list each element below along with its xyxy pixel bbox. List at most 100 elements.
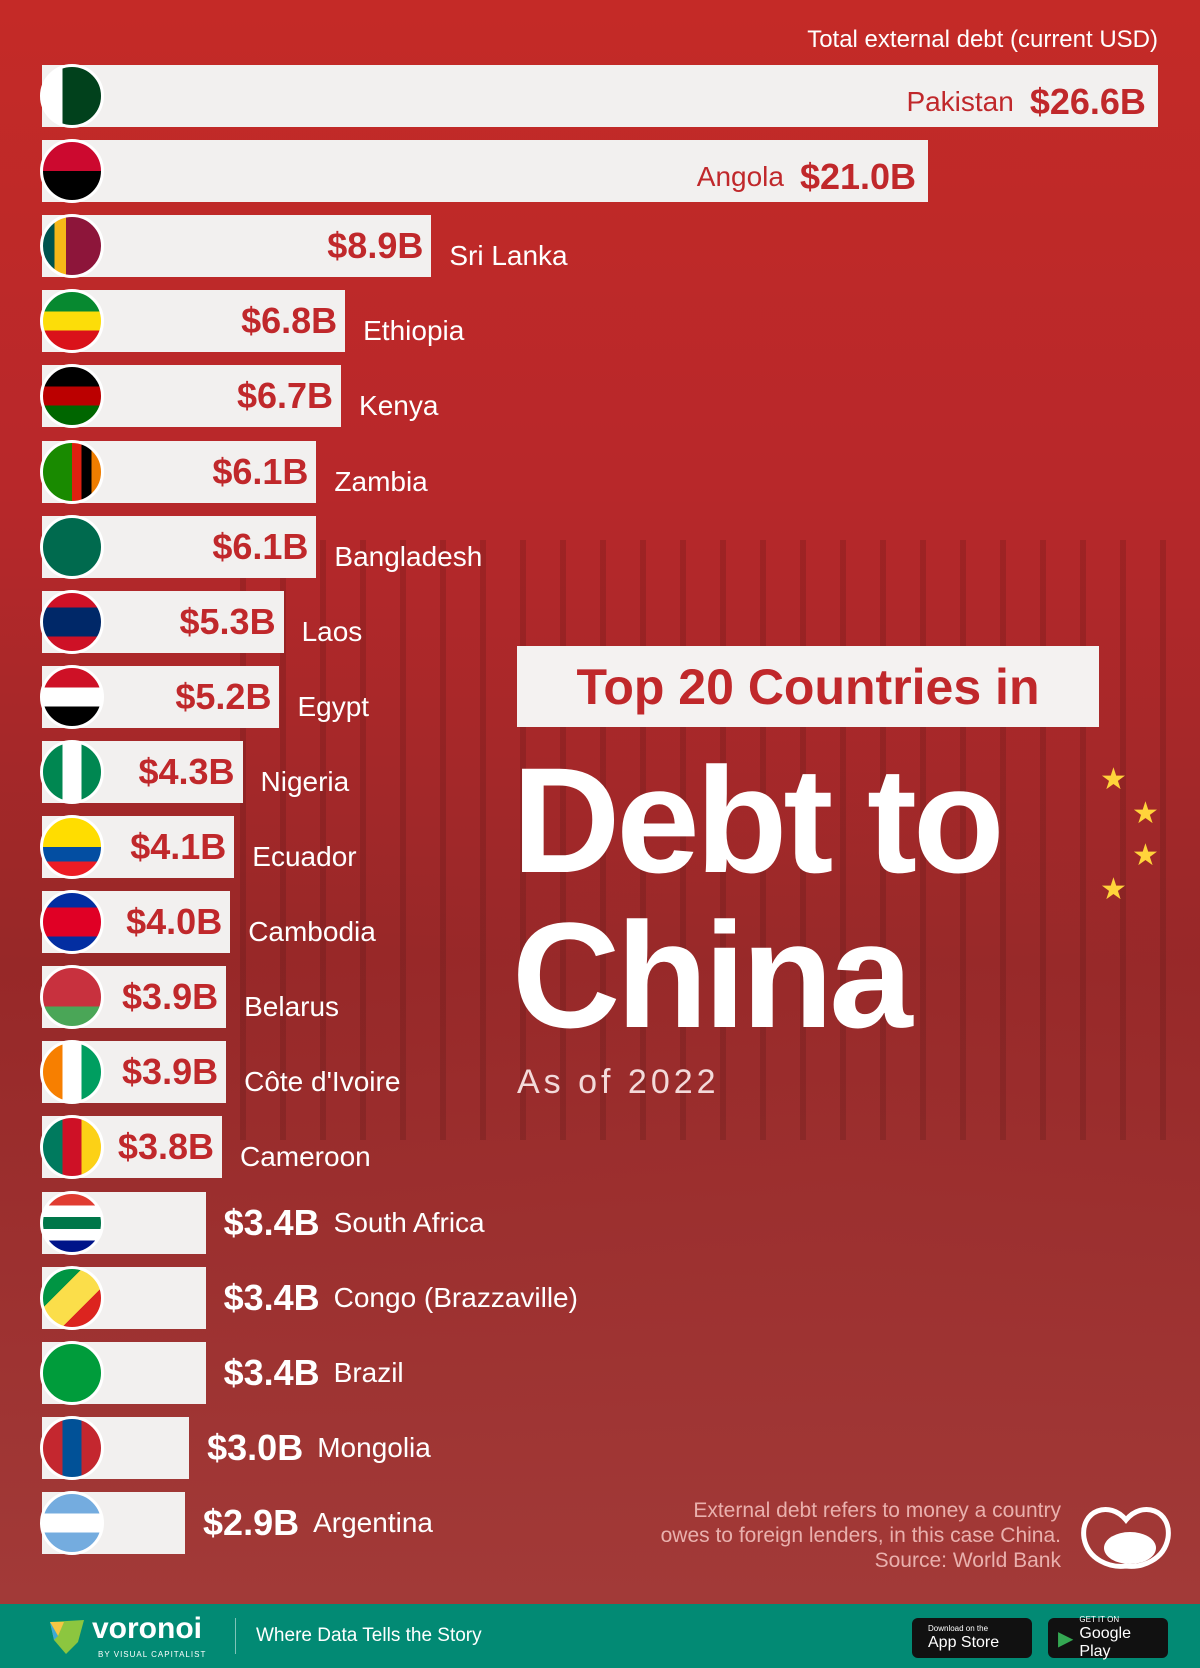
bar-labels: $3.0B Mongolia: [207, 1417, 431, 1479]
bar-row: $6.1B Bangladesh: [40, 514, 1200, 579]
divider: [235, 1618, 236, 1654]
flag-icon: [40, 1340, 104, 1405]
value-label: $6.1B: [212, 525, 309, 567]
source: Source: World Bank: [874, 1549, 1061, 1572]
flag-icon: [40, 890, 104, 955]
value-label: $3.4B: [223, 1276, 320, 1318]
value-label: $3.4B: [223, 1351, 320, 1393]
star-icon: ★: [1132, 797, 1159, 830]
footer: voronoi BY VISUAL CAPITALIST Where Data …: [0, 1604, 1200, 1668]
country-label-box: Sri Lanka: [435, 225, 567, 287]
country-label-box: Cameroon: [226, 1126, 371, 1188]
title-line3: China: [512, 891, 913, 1059]
bar-row: $4.3B Nigeria: [40, 739, 1200, 804]
value-label: $4.0B: [126, 901, 223, 943]
value-label-box: $4.3B: [138, 741, 234, 803]
google-play-small: GET IT ON: [1079, 1615, 1120, 1624]
country-label: Congo (Brazzaville): [333, 1281, 578, 1313]
value-label-box: $6.1B: [212, 516, 308, 578]
value-label: $3.9B: [122, 976, 219, 1018]
flag-icon: [40, 289, 104, 354]
country-label-box: Kenya: [345, 375, 438, 437]
country-label: Laos: [301, 615, 363, 647]
play-icon: ▶: [1058, 1627, 1074, 1650]
country-label-box: Bangladesh: [320, 526, 482, 588]
note-line1: External debt refers to money a country: [693, 1499, 1061, 1522]
bar-row: $6.1B Zambia: [40, 439, 1200, 504]
title-line2: Debt to: [512, 736, 1005, 904]
value-label-box: $3.9B: [122, 1041, 218, 1103]
piggy-bank-logo-icon: [1081, 1507, 1171, 1569]
note-line2: owes to foreign lenders, in this case Ch…: [660, 1524, 1061, 1547]
value-label-box: $3.8B: [118, 1116, 214, 1178]
flag-icon: [40, 815, 104, 879]
bar-labels: $3.4B Brazil: [224, 1342, 404, 1404]
flag-icon: [40, 1490, 104, 1555]
value-label: $3.0B: [207, 1426, 304, 1468]
country-label-box: Côte d'Ivoire: [230, 1051, 400, 1113]
country-label: Angola: [696, 161, 784, 193]
value-label: $6.7B: [236, 375, 334, 417]
country-label-box: Egypt: [283, 676, 369, 738]
bar-labels: $3.4B Congo (Brazzaville): [224, 1267, 578, 1329]
flag-icon: [40, 589, 104, 654]
flag-icon: [40, 1265, 104, 1330]
value-label-box: $3.9B: [122, 966, 218, 1028]
bar-labels: $3.4B South Africa: [224, 1192, 485, 1254]
value-label: $2.9B: [203, 1501, 300, 1543]
country-label: Nigeria: [260, 765, 350, 797]
bar-row: $3.0B Mongolia: [40, 1415, 1200, 1480]
country-label: Pakistan: [906, 86, 1014, 117]
flag-icon: [40, 214, 104, 279]
country-label-box: Laos: [288, 601, 363, 663]
value-label: $4.1B: [130, 826, 227, 867]
axis-title: Total external debt (current USD): [807, 26, 1158, 53]
value-label: $3.4B: [223, 1201, 320, 1243]
bar-row: $3.4B Brazil: [40, 1340, 1200, 1405]
country-label-box: Ecuador: [238, 826, 356, 888]
voronoi-logo-icon: [50, 1620, 84, 1654]
value-label-box: $6.1B: [212, 441, 308, 503]
bar: [42, 140, 929, 203]
country-label: Ethiopia: [363, 315, 465, 347]
flag-icon: [40, 965, 104, 1030]
value-label: $3.8B: [117, 1126, 214, 1168]
bar-row: $8.9B Sri Lanka: [40, 214, 1200, 279]
country-label-box: Belarus: [230, 976, 339, 1038]
bar-row: $2.9B Argentina: [40, 1490, 1200, 1555]
flag-icon: [40, 139, 104, 204]
bar-row: $4.0B Cambodia: [40, 890, 1200, 955]
value-label: $3.9B: [122, 1051, 219, 1093]
flag-icon: [40, 64, 104, 128]
google-play-button[interactable]: ▶ GET IT ON Google Play: [1048, 1615, 1168, 1660]
title-line1: Top 20 Countries in: [576, 658, 1040, 715]
bar-row: Pakistan $26.6B: [40, 64, 1200, 128]
app-store-label: App Store: [928, 1634, 1000, 1651]
app-store-button[interactable]: Download on the App Store: [912, 1618, 1032, 1658]
bar-row: Angola $21.0B: [40, 139, 1200, 204]
flag-icon: [40, 439, 104, 504]
brand-name: voronoi: [92, 1612, 202, 1645]
country-label: Brazil: [333, 1356, 404, 1388]
value-label: $6.8B: [241, 300, 338, 342]
star-icon: ★: [1100, 763, 1127, 796]
country-label-box: Ethiopia: [349, 300, 464, 362]
flag-icon: [40, 1415, 104, 1480]
country-label: Bangladesh: [334, 540, 483, 572]
bar-row: $5.3B Laos: [40, 589, 1200, 654]
bar-row: $6.8B Ethiopia: [40, 289, 1200, 354]
bar-row: $3.4B South Africa: [40, 1190, 1200, 1255]
flag-icon: [40, 514, 104, 579]
country-label: Egypt: [297, 690, 370, 722]
star-icon: ★: [1132, 839, 1159, 872]
country-label: Zambia: [334, 465, 428, 497]
value-label-box: $4.1B: [130, 816, 226, 878]
value-label: $6.1B: [212, 450, 309, 492]
country-label: Côte d'Ivoire: [244, 1066, 401, 1098]
country-label: Ecuador: [252, 841, 357, 872]
bar-labels: Angola $21.0B: [697, 146, 916, 208]
flag-icon: [40, 1115, 104, 1180]
country-label: Mongolia: [317, 1431, 431, 1463]
country-label-box: Nigeria: [247, 751, 350, 813]
value-label-box: $6.7B: [237, 365, 333, 427]
